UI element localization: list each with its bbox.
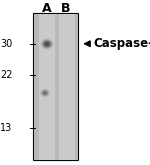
Text: Caspase-14: Caspase-14: [94, 37, 150, 50]
Text: 13: 13: [0, 123, 12, 133]
Text: 22: 22: [0, 70, 12, 80]
Bar: [33, 13, 78, 160]
Text: 30: 30: [0, 39, 12, 49]
Text: A: A: [42, 2, 51, 15]
Bar: [33, 13, 78, 160]
Bar: [58, 13, 74, 160]
Bar: [39, 13, 54, 160]
Text: B: B: [61, 2, 71, 15]
